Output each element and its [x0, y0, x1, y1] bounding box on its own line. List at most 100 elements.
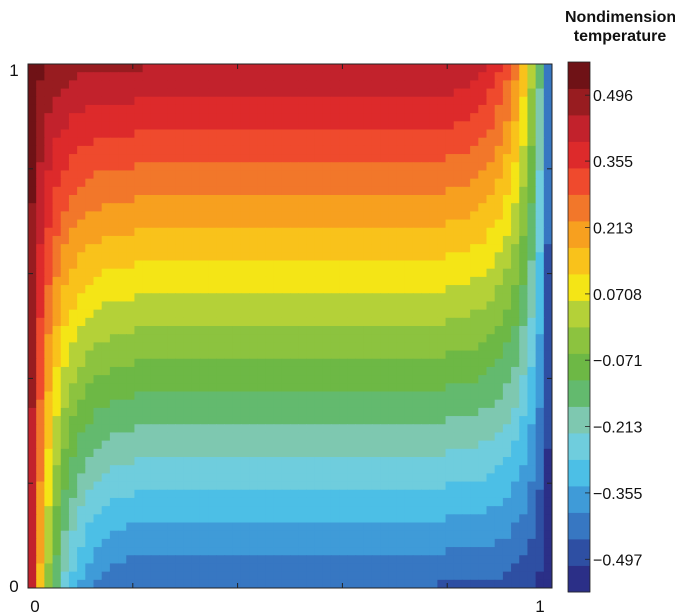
heatmap-cell	[290, 244, 299, 253]
heatmap-cell	[77, 497, 86, 507]
heatmap-cell	[52, 538, 62, 548]
heatmap-cell	[134, 538, 144, 548]
heatmap-cell	[494, 244, 504, 253]
heatmap-cell	[44, 121, 54, 131]
heatmap-cell	[429, 104, 438, 114]
heatmap-cell	[511, 211, 520, 221]
heatmap-cell	[453, 80, 463, 90]
heatmap-cell	[28, 178, 37, 188]
heatmap-cell	[44, 579, 54, 588]
heatmap-cell	[470, 72, 479, 81]
heatmap-cell	[273, 162, 283, 172]
heatmap-cell	[28, 432, 37, 442]
heatmap-cell	[339, 326, 348, 335]
heatmap-cell	[412, 293, 422, 303]
heatmap-cell	[224, 497, 234, 507]
heatmap-cell	[142, 121, 152, 131]
heatmap-cell	[36, 399, 45, 409]
heatmap-cell	[249, 350, 258, 360]
heatmap-cell	[330, 522, 340, 532]
heatmap-cell	[265, 383, 275, 393]
heatmap-cell	[388, 489, 398, 499]
heatmap-cell	[109, 399, 119, 409]
heatmap-cell	[273, 154, 283, 163]
heatmap-cell	[298, 227, 307, 237]
heatmap-cell	[68, 170, 78, 180]
heatmap-cell	[363, 227, 373, 237]
heatmap-cell	[486, 416, 496, 425]
heatmap-cell	[478, 448, 488, 458]
heatmap-cell	[281, 162, 291, 172]
heatmap-cell	[77, 457, 86, 466]
heatmap-cell	[101, 309, 111, 319]
heatmap-cell	[36, 489, 45, 499]
heatmap-cell	[126, 432, 136, 442]
heatmap-cell	[68, 465, 78, 474]
heatmap-cell	[347, 309, 357, 319]
heatmap-cell	[232, 489, 242, 499]
heatmap-cell	[355, 350, 365, 360]
heatmap-cell	[527, 293, 537, 303]
heatmap-cell	[371, 334, 381, 343]
heatmap-cell	[101, 440, 111, 450]
heatmap-cell	[126, 407, 136, 417]
heatmap-cell	[126, 538, 136, 548]
heatmap-cell	[52, 350, 62, 360]
heatmap-cell	[208, 530, 217, 540]
heatmap-cell	[306, 457, 316, 466]
heatmap-cell	[126, 465, 136, 474]
heatmap-cell	[322, 80, 332, 90]
heatmap-cell	[52, 113, 62, 122]
heatmap-cell	[265, 301, 275, 311]
heatmap-cell	[314, 235, 324, 245]
heatmap-cell	[232, 465, 242, 474]
heatmap-cell	[543, 309, 552, 319]
heatmap-cell	[330, 506, 340, 515]
heatmap-cell	[298, 522, 307, 532]
heatmap-cell	[470, 244, 479, 253]
heatmap-cell	[363, 473, 373, 483]
heatmap-cell	[36, 416, 45, 425]
heatmap-cell	[109, 391, 119, 401]
heatmap-cell	[461, 121, 471, 131]
heatmap-cell	[494, 366, 504, 376]
colorbar-title-line2: temperature	[573, 28, 667, 45]
heatmap-cell	[77, 563, 86, 573]
heatmap-cell	[290, 358, 299, 368]
heatmap-cell	[36, 227, 45, 237]
heatmap-cell	[437, 342, 447, 352]
heatmap-cell	[126, 162, 136, 172]
heatmap-cell	[388, 154, 398, 163]
heatmap-cell	[183, 186, 193, 196]
heatmap-cell	[44, 211, 54, 221]
heatmap-cell	[150, 350, 160, 360]
heatmap-cell	[486, 80, 496, 90]
heatmap-cell	[412, 375, 422, 384]
heatmap-cell	[412, 235, 422, 245]
heatmap-cell	[486, 563, 496, 573]
heatmap-cell	[363, 276, 373, 286]
heatmap-cell	[109, 293, 119, 303]
heatmap-cell	[339, 104, 348, 114]
heatmap-cell	[412, 129, 422, 139]
heatmap-cell	[494, 235, 504, 245]
heatmap-cell	[371, 497, 381, 507]
heatmap-cell	[306, 64, 316, 73]
heatmap-cell	[437, 72, 447, 81]
heatmap-cell	[314, 350, 324, 360]
heatmap-cell	[470, 555, 479, 565]
heatmap-cell	[167, 203, 176, 212]
heatmap-cell	[281, 506, 291, 515]
heatmap-cell	[224, 383, 234, 393]
heatmap-cell	[52, 137, 62, 147]
heatmap-cell	[208, 473, 217, 483]
heatmap-cell	[461, 579, 471, 588]
heatmap-cell	[85, 326, 95, 335]
heatmap-cell	[527, 547, 537, 556]
heatmap-cell	[101, 358, 111, 368]
heatmap-cell	[511, 137, 520, 147]
heatmap-cell	[36, 113, 45, 122]
heatmap-cell	[445, 326, 455, 335]
heatmap-cell	[273, 416, 283, 425]
heatmap-cell	[28, 522, 37, 532]
